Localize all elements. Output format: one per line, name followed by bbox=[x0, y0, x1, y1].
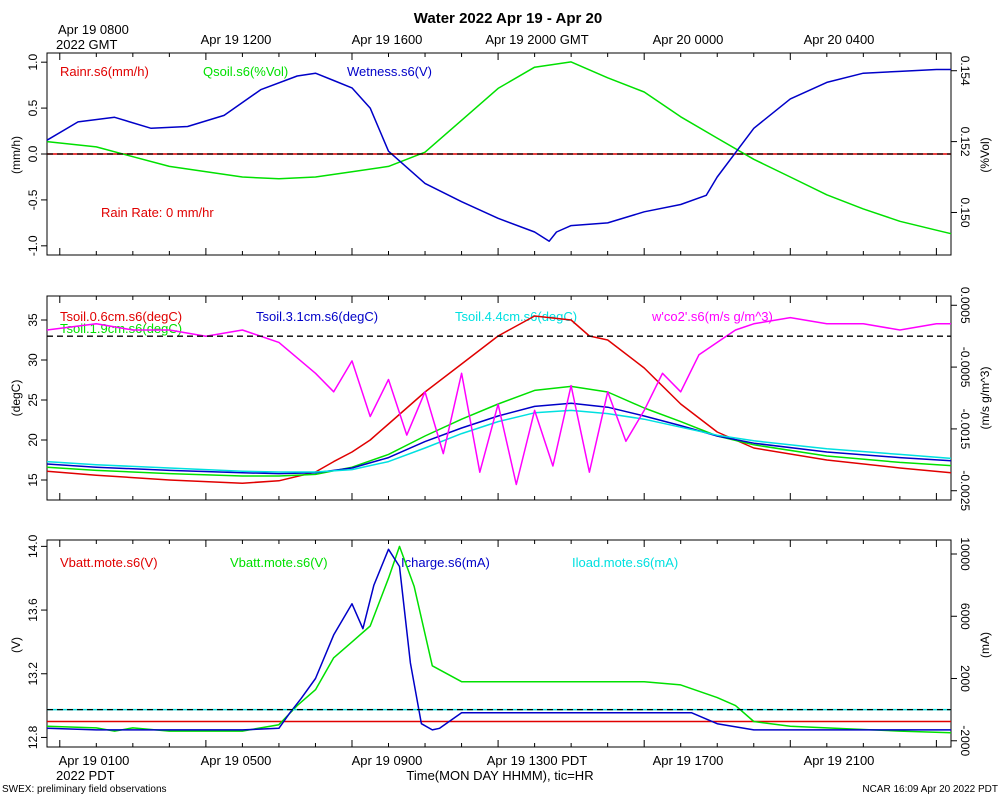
legend-entry: Vbatt.mote.s6(V) bbox=[60, 555, 158, 570]
bottom-axis-label: Apr 19 2100 bbox=[804, 753, 875, 768]
x-axis-title: Time(MON DAY HHMM), tic=HR bbox=[406, 768, 593, 783]
y-tick-label-right: 0.0005 bbox=[958, 287, 972, 324]
legend-entry: Icharge.s6(mA) bbox=[401, 555, 490, 570]
legend-entry: Qsoil.s6(%Vol) bbox=[203, 64, 288, 79]
series-line-3-2 bbox=[46, 548, 951, 731]
bottom-axis-year-label: 2022 PDT bbox=[56, 768, 115, 783]
y-tick-label-left: 13.2 bbox=[26, 662, 40, 686]
series-line-2-3 bbox=[46, 409, 952, 473]
y-tick-label-left: 14.0 bbox=[26, 534, 40, 558]
y-tick-label-left: 35 bbox=[26, 313, 40, 327]
panel-2-left-axis-title: (degC) bbox=[9, 380, 23, 417]
legend-entry: Iload.mote.s6(mA) bbox=[572, 555, 678, 570]
y-tick-label-left: 1.0 bbox=[26, 54, 40, 71]
series-line-1-2 bbox=[46, 68, 951, 242]
y-tick-label-left: 13.6 bbox=[26, 598, 40, 622]
y-tick-label-right: 2000 bbox=[958, 665, 972, 692]
top-axis-label: Apr 20 0000 bbox=[653, 32, 724, 47]
y-tick-label-right: 0.154 bbox=[958, 56, 972, 86]
panel-3-left-axis-title: (V) bbox=[9, 637, 23, 653]
rain-rate-annotation: Rain Rate: 0 mm/hr bbox=[101, 205, 214, 220]
y-tick-label-left: 15 bbox=[26, 473, 40, 487]
footer-right: NCAR 16:09 Apr 20 2022 PDT bbox=[862, 784, 998, 795]
plot-layer: 1.0 0.5 0.0 -0.5 -1.0 0.154 0.152 0.150 35 30 25 20… bbox=[26, 52, 972, 756]
y-tick-label-right: 6000 bbox=[958, 603, 972, 630]
y-tick-label-right: 0.150 bbox=[958, 197, 972, 227]
legend-entry: Tsoil.4.4cm.s6(degC) bbox=[455, 309, 577, 324]
bottom-axis-label: Apr 19 0900 bbox=[352, 753, 423, 768]
y-tick-label-left: 0.5 bbox=[26, 99, 40, 116]
series-line-1-1 bbox=[46, 61, 952, 235]
legend-entry: Tsoil.0.6cm.s6(degC) bbox=[60, 309, 182, 324]
y-tick-label-right: 0.152 bbox=[958, 127, 972, 157]
series-line-2-4 bbox=[46, 316, 951, 486]
top-axis-label: Apr 19 1200 bbox=[201, 32, 272, 47]
panel-3-frame bbox=[46, 539, 952, 748]
top-axis-year-label: 2022 GMT bbox=[56, 37, 117, 52]
legend-entry: Tsoil.3.1cm.s6(degC) bbox=[256, 309, 378, 324]
y-tick-label-left: 25 bbox=[26, 393, 40, 407]
y-tick-label-left: 0.0 bbox=[26, 145, 40, 162]
y-tick-label-left: -0.5 bbox=[26, 189, 40, 210]
legend-entry: Rainr.s6(mm/h) bbox=[60, 64, 149, 79]
bottom-axis-label: Apr 19 0500 bbox=[201, 753, 272, 768]
chart-title: Water 2022 Apr 19 - Apr 20 bbox=[414, 10, 602, 27]
y-tick-label-left: 20 bbox=[26, 433, 40, 447]
legend-entry: Wetness.s6(V) bbox=[347, 64, 432, 79]
top-axis-label: Apr 19 1600 bbox=[352, 32, 423, 47]
y-tick-label-left: -1.0 bbox=[26, 235, 40, 256]
y-tick-label-right: 10000 bbox=[958, 537, 972, 571]
y-tick-label-right: -0.0015 bbox=[958, 409, 972, 450]
legend-entry: w'co2'.s6(m/s g/m^3) bbox=[651, 309, 773, 324]
legend-entry: Vbatt.mote.s6(V) bbox=[230, 555, 328, 570]
series-line-3-1 bbox=[46, 545, 952, 734]
y-tick-label-left: 12.8 bbox=[26, 725, 40, 749]
bottom-axis-label: Apr 19 1700 bbox=[653, 753, 724, 768]
top-axis-label: Apr 19 2000 GMT bbox=[485, 32, 588, 47]
panel-2-frame bbox=[46, 295, 952, 501]
panel-1-right-axis-title: (%Vol) bbox=[978, 137, 992, 172]
panel-2-right-axis-title: (m/s g/m^3) bbox=[978, 367, 992, 430]
panel-3-right-axis-title: (mA) bbox=[978, 632, 992, 658]
bottom-axis-label: Apr 19 0100 bbox=[59, 753, 130, 768]
panel-1-left-axis-title: (mm/h) bbox=[9, 136, 23, 174]
top-axis-label: Apr 20 0400 bbox=[804, 32, 875, 47]
y-tick-label-right: -0.0005 bbox=[958, 347, 972, 388]
y-tick-label-left: 30 bbox=[26, 353, 40, 367]
series-line-2-0 bbox=[46, 315, 952, 484]
series-line-2-2 bbox=[46, 402, 952, 475]
series-line-2-1 bbox=[46, 385, 952, 477]
top-axis-first-label: Apr 19 0800 bbox=[58, 22, 129, 37]
y-tick-label-right: -2000 bbox=[958, 725, 972, 756]
y-tick-label-right: -0.0025 bbox=[958, 470, 972, 511]
footer-left: SWEX: preliminary field observations bbox=[2, 784, 167, 795]
bottom-axis-label: Apr 19 1300 PDT bbox=[487, 753, 588, 768]
